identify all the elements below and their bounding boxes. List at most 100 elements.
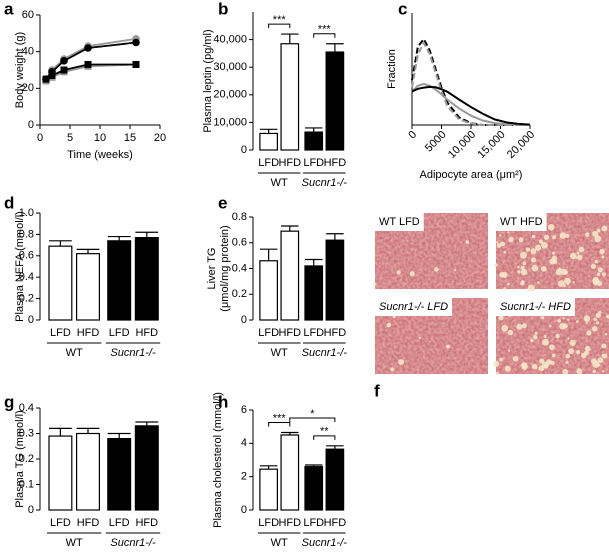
lipid-droplet (597, 267, 603, 273)
lipid-droplet (596, 280, 603, 287)
group-label: WT (271, 347, 288, 359)
y-tick-label: 0.2 (19, 453, 34, 465)
bar (134, 425, 159, 511)
significance-bracket (268, 23, 291, 29)
panel-letter: d (4, 193, 14, 212)
lipid-droplet (576, 350, 581, 355)
lipid-droplet (520, 268, 528, 276)
lipid-droplet (597, 363, 601, 367)
lipid-droplet (501, 271, 508, 278)
panel-letter: f (374, 381, 380, 400)
bar (259, 468, 278, 511)
lipid-droplet (543, 335, 547, 338)
significance-label: *** (273, 14, 287, 26)
point (48, 72, 56, 79)
lipid-droplet (507, 282, 510, 286)
lipid-droplet (517, 270, 521, 274)
lipid-droplet (558, 267, 562, 271)
x-tick-label: 5000 (423, 129, 449, 155)
lipid-droplet (581, 352, 587, 359)
group-label: Sucnr1-/- (110, 537, 156, 549)
bar (304, 265, 324, 321)
lipid-droplet (530, 338, 534, 343)
significance-bracket (313, 33, 336, 38)
panel-letter: a (4, 0, 14, 18)
y-tick-label: 0.8 (19, 228, 34, 240)
x-tick-label: HFD (77, 327, 100, 339)
series-line (411, 40, 530, 126)
lipid-droplet (536, 281, 540, 284)
image-caption: WT LFD (379, 216, 420, 228)
lipid-droplet (522, 261, 527, 266)
significance-label: * (310, 408, 315, 420)
lipid-droplet (576, 320, 579, 323)
y-axis-label: Plasma NEFA (mmol/l) (14, 211, 26, 322)
lipid-droplet (583, 315, 591, 322)
lipid-droplet (562, 317, 565, 320)
significance-bracket (313, 435, 336, 440)
image-caption: Sucnr1-/- LFD (379, 301, 448, 313)
lipid-droplet (512, 355, 519, 362)
x-tick-label: LFD (109, 517, 130, 529)
lipid-droplet (453, 269, 457, 272)
lipid-droplet (572, 281, 575, 284)
lipid-droplet (592, 326, 598, 332)
y-tick-label: 0.3 (19, 427, 34, 439)
x-tick-label: HFD (77, 517, 100, 529)
y-tick-label: 4 (241, 437, 247, 449)
lipid-droplet (520, 251, 527, 259)
y-tick-label: 0 (241, 504, 247, 516)
y-tick-label: 2 (241, 471, 247, 483)
lipid-droplet (602, 370, 605, 373)
lipid-droplet (551, 353, 556, 358)
histology-image: Sucnr1-/- LFD (375, 298, 488, 374)
bar (325, 239, 345, 321)
y-tick-label: 0 (241, 144, 247, 156)
lipid-droplet (565, 353, 571, 359)
lipid-droplet (601, 272, 606, 277)
lipid-droplet (495, 241, 499, 244)
lipid-droplet (552, 235, 557, 240)
lipid-droplet (398, 359, 404, 366)
lipid-droplet (592, 369, 596, 374)
x-tick-label: HFD (135, 327, 158, 339)
lipid-droplet (531, 257, 537, 263)
bar (134, 237, 159, 321)
lipid-droplet (540, 265, 547, 272)
y-tick-label: 0 (28, 314, 34, 326)
lipid-droplet (584, 345, 591, 352)
lipid-droplet (575, 256, 578, 259)
lipid-droplet (373, 282, 377, 286)
lipid-droplet (549, 324, 552, 328)
lipid-droplet (601, 255, 605, 259)
lipid-droplet (386, 322, 392, 328)
x-tick-label: 10 (94, 132, 106, 144)
lipid-droplet (596, 228, 601, 233)
lipid-droplet (521, 323, 527, 329)
lipid-droplet (606, 314, 609, 319)
y-tick-label: 6 (241, 404, 247, 416)
lipid-droplet (560, 268, 568, 276)
lipid-droplet (595, 321, 599, 325)
lipid-droplet (418, 336, 421, 339)
lipid-droplet (409, 271, 415, 277)
series-line (411, 37, 530, 126)
lipid-droplet (465, 240, 470, 244)
lipid-droplet (562, 284, 566, 288)
lipid-droplet (498, 234, 502, 237)
group-label: Sucnr1-/- (302, 537, 348, 549)
lipid-droplet (595, 312, 602, 318)
lipid-droplet (495, 372, 499, 376)
significance-label: *** (318, 24, 332, 36)
image-caption: Sucnr1-/- HFD (500, 301, 571, 313)
x-tick-label: LFD (303, 517, 324, 529)
lipid-droplet (604, 332, 608, 336)
lipid-droplet (593, 317, 597, 321)
y-tick-label: 0.8 (232, 211, 247, 223)
group-label: WT (66, 537, 83, 549)
lipid-droplet (602, 353, 608, 359)
lipid-droplet (396, 270, 401, 275)
y-tick-label: 20 (22, 82, 34, 94)
